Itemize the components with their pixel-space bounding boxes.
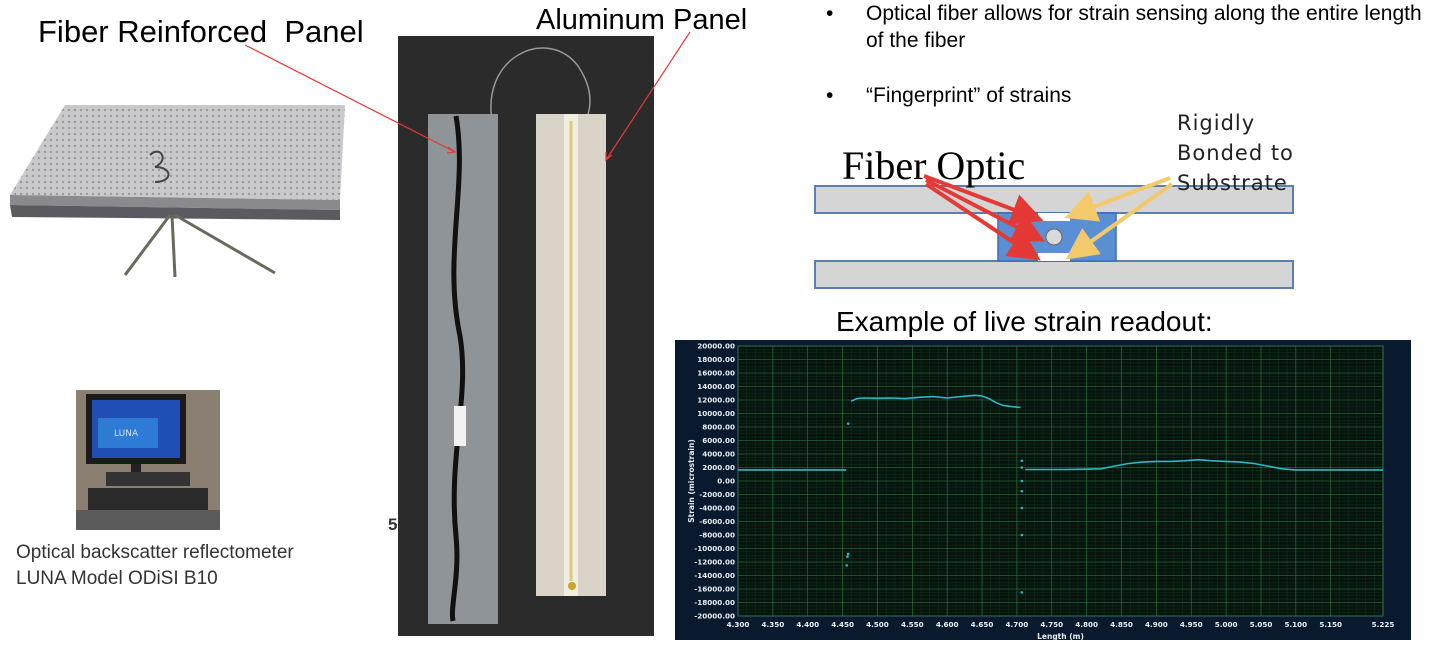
y-tick-label: 18000.00 [697, 355, 735, 364]
x-tick-label: 4.800 [1075, 620, 1098, 629]
bullet-fingerprint: “Fingerprint” of strains [826, 82, 1426, 109]
bullet-list: Optical fiber allows for strain sensing … [826, 0, 1426, 137]
x-tick-label: 4.700 [1006, 620, 1029, 629]
x-tick-label: 5.050 [1250, 620, 1273, 629]
y-tick-label: 4000.00 [702, 450, 735, 459]
panels-photo [398, 36, 654, 636]
fiber-optic-diagram [814, 185, 1294, 289]
rigid-line-1: Rigidly [1177, 111, 1256, 135]
upper-substrate [814, 185, 1294, 214]
fiber-optic-label: Fiber Optic [842, 143, 1026, 188]
x-tick-label: 4.850 [1110, 620, 1133, 629]
strain-outlier-point [845, 564, 849, 567]
x-tick-label: 4.300 [727, 620, 750, 629]
y-tick-label: -6000.00 [699, 517, 735, 526]
y-tick-label: 6000.00 [702, 436, 735, 445]
strain-outlier-point [846, 552, 850, 556]
caption-line-2: LUNA Model ODiSI B10 [16, 568, 218, 589]
reflectometer-photo: LUNA [76, 390, 220, 530]
bullet-strain-sensing: Optical fiber allows for strain sensing … [826, 0, 1426, 54]
rigid-line-3: Substrate [1177, 171, 1288, 195]
aluminum-panel-label: Aluminum Panel [536, 4, 748, 36]
fiber-core [1045, 228, 1063, 246]
strain-outlier-point [1020, 506, 1024, 510]
example-title: Example of live strain readout: [836, 306, 1213, 337]
y-axis-label: Strain (microstrain) [687, 439, 696, 523]
strain-outlier-point [1020, 479, 1024, 483]
x-tick-label: 4.650 [971, 620, 994, 629]
fiber-reinforced-panel-photo [10, 105, 345, 278]
x-tick-label: 5.000 [1215, 620, 1238, 629]
y-tick-label: -12000.00 [694, 558, 735, 567]
fiber-reinforced-panel-label: Fiber Reinforced Panel [38, 14, 364, 49]
x-tick-label: 5.150 [1319, 620, 1342, 629]
x-tick-label: 4.950 [1180, 620, 1203, 629]
y-tick-label: 12000.00 [697, 396, 735, 405]
y-tick-label: 16000.00 [697, 369, 735, 378]
x-tick-label: 4.400 [796, 620, 819, 629]
y-tick-label: -14000.00 [694, 571, 735, 580]
strain-outlier-point [1020, 591, 1024, 594]
stray-character: 5 [388, 515, 398, 534]
strain-outlier-point [1020, 533, 1024, 537]
y-tick-label: 14000.00 [697, 382, 735, 391]
strain-outlier-point [1020, 466, 1024, 469]
strain-outlier-point [1020, 489, 1024, 493]
y-tick-label: 20000.00 [697, 342, 735, 351]
y-tick-label: -8000.00 [699, 531, 735, 540]
y-tick-label: -16000.00 [694, 585, 735, 594]
x-tick-label: 4.900 [1145, 620, 1168, 629]
strain-series-line [1025, 458, 1383, 471]
y-tick-label: -2000.00 [699, 490, 735, 499]
y-tick-label: 8000.00 [702, 423, 735, 432]
reflectometer-caption: Optical backscatter reflectometer LUNA M… [16, 540, 294, 592]
rigidly-bonded-label: Rigidly Bonded to Substrate [1177, 108, 1294, 198]
x-tick-label: 4.500 [866, 620, 889, 629]
x-tick-label: 5.225 [1372, 620, 1395, 629]
x-tick-label: 4.450 [831, 620, 854, 629]
strain-outlier-point [846, 555, 849, 558]
y-tick-label: -18000.00 [694, 598, 735, 607]
rigid-line-2: Bonded to [1177, 141, 1294, 165]
strain-chart: 20000.00 18000.00 16000.00 14000.00 12000.00… [687, 342, 1395, 642]
strain-chart-panel: 20000.00 18000.00 16000.00 14000.00 12000.00… [675, 340, 1411, 642]
strain-outlier-point [1020, 459, 1024, 463]
y-tick-label: 0.00 [717, 477, 735, 486]
y-tick-label: 10000.00 [697, 409, 735, 418]
lower-substrate [814, 260, 1294, 289]
x-tick-label: 4.350 [761, 620, 784, 629]
x-tick-label: 4.600 [936, 620, 959, 629]
y-tick-label: 2000.00 [702, 463, 735, 472]
y-tick-label: -10000.00 [694, 544, 735, 553]
y-tick-label: -4000.00 [699, 504, 735, 513]
strain-outlier-point [846, 422, 850, 425]
monitor-brand-text: LUNA [114, 429, 139, 439]
caption-line-1: Optical backscatter reflectometer [16, 542, 294, 563]
strain-series-line [850, 394, 1021, 409]
x-axis-label: Length (m) [1037, 632, 1084, 640]
y-tick-label: -20000.00 [694, 612, 735, 621]
x-tick-label: 4.750 [1040, 620, 1063, 629]
x-tick-label: 5.100 [1284, 620, 1307, 629]
x-tick-label: 4.550 [901, 620, 924, 629]
